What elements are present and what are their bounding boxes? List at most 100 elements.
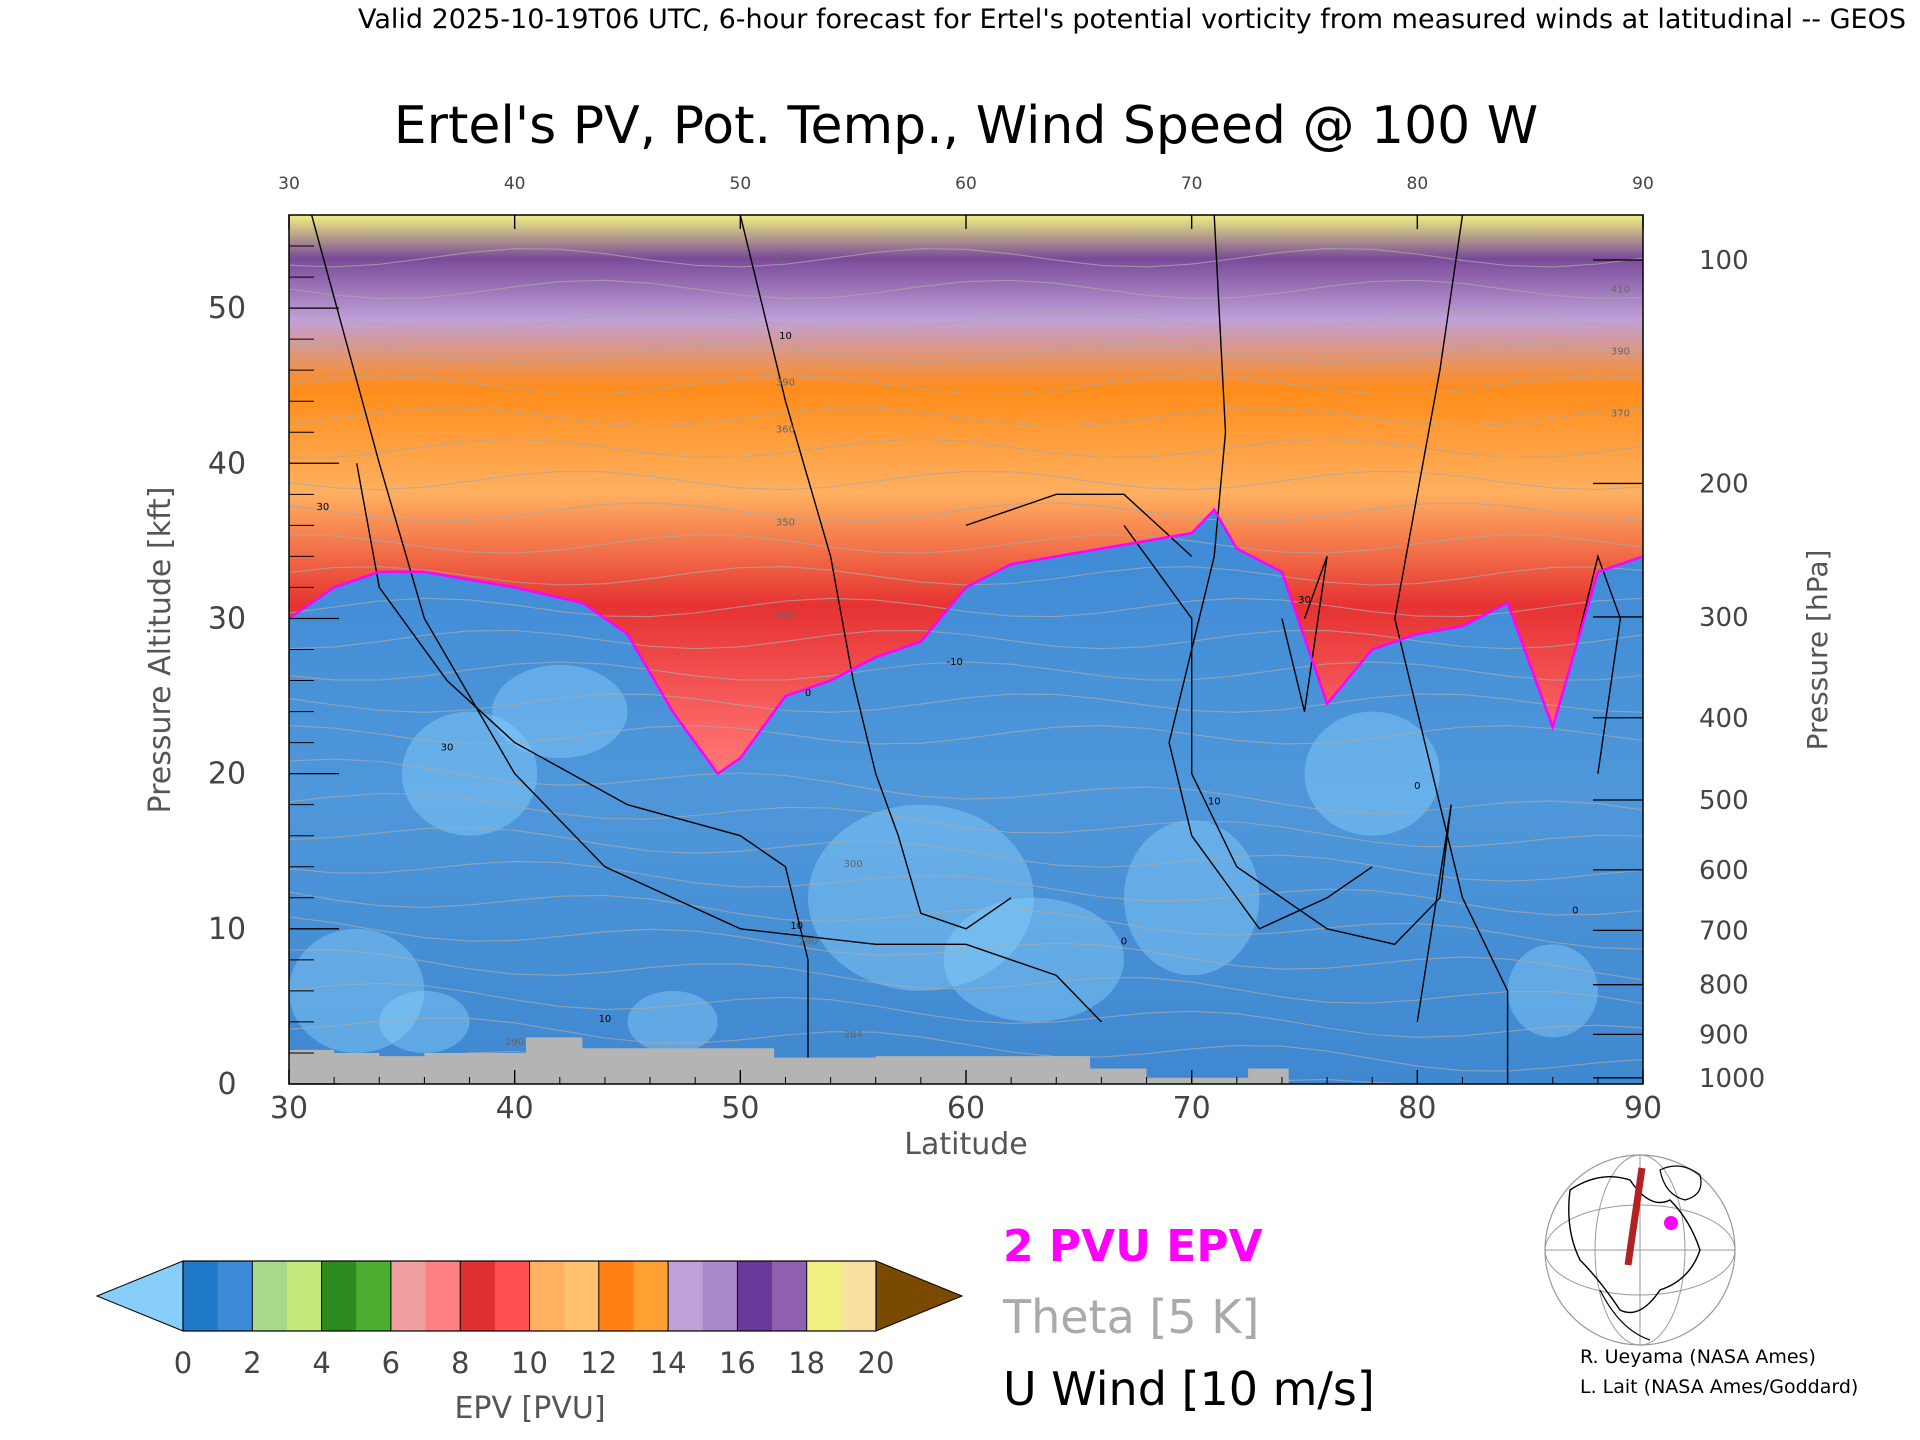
pressure-tick-label: 200 [1699,469,1749,499]
colorbar-segment [217,1261,253,1331]
location-map-inset [1544,1154,1736,1346]
colorbar-tick-label: 2 [243,1346,261,1380]
u-wind-contour-label: -10 [947,657,963,668]
y-tick-label: 10 [208,912,246,947]
colorbar-segment [633,1261,669,1331]
colorbar-high-arrow [875,1260,964,1332]
theta-contour-label: 284 [844,1029,863,1040]
theta-contour-label: 370 [1611,409,1630,420]
u-wind-contour-label: 0 [1414,781,1420,792]
u-wind-contour [1281,556,1328,712]
colorbar-segment [321,1261,357,1331]
u-wind-contour-label: 30 [1298,595,1311,606]
x-tick-label-top: 90 [1632,174,1654,194]
x-tick-label-top: 80 [1407,174,1429,194]
colorbar-tick-label: 0 [174,1346,192,1380]
theta-contour [289,758,1643,814]
chart-title: Ertel's PV, Pot. Temp., Wind Speed @ 100… [394,96,1538,156]
axes: 3030404050506060707080809090010203040501… [208,174,1765,1126]
u-wind-contour [1574,553,1622,774]
y-tick-label: 30 [208,601,246,636]
x-tick-label: 60 [947,1091,985,1126]
low-pv-patch [627,990,718,1053]
low-pv-patch [808,804,1034,991]
u-wind-contour-label: 10 [1208,797,1221,808]
low-pv-patch [492,665,628,759]
pressure-tick-label: 900 [1699,1020,1749,1050]
pressure-tick-label: 300 [1699,603,1749,633]
legend-item-2pvu: 2 PVU EPV [1003,1221,1263,1272]
u-wind-contour-label: 30 [441,742,454,753]
u-wind-contour-label: 0 [1572,905,1578,916]
colorbar-segment [841,1261,877,1331]
colorbar-segment [806,1261,842,1331]
theta-contour [289,792,1643,848]
x-tick-label: 80 [1398,1091,1436,1126]
colorbar-segment [668,1261,704,1331]
low-pv-patch [943,897,1124,1022]
pressure-tick-label: 800 [1699,971,1749,1001]
y-tick-label: 20 [208,757,246,792]
x-axis-label: Latitude [904,1127,1027,1162]
colorbar-tick-label: 18 [788,1346,825,1380]
theta-contour [289,311,1643,332]
theta-contour [289,502,1643,522]
troposphere-field [289,509,1643,1084]
low-pv-patch [1507,944,1598,1038]
legend: 2 PVU EPV Theta [5 K] U Wind [10 m/s] [1002,1221,1375,1416]
legend-item-theta: Theta [5 K] [1002,1290,1259,1344]
colorbar-segment [286,1261,323,1331]
colorbar-segment [702,1261,738,1331]
x-tick-label: 50 [721,1091,759,1126]
u-wind-contour [965,493,1193,557]
colorbar-tick-label: 20 [858,1346,895,1380]
theta-contour-label: 410 [1611,285,1630,296]
colorbar-segment [772,1261,808,1331]
low-pv-patches [289,665,1598,1053]
pressure-tick-label: 1000 [1699,1064,1765,1094]
x-tick-label-top: 70 [1181,174,1203,194]
x-tick-label-top: 50 [730,174,752,194]
u-wind-contour-label: 10 [790,921,803,932]
u-wind-contour [1394,215,1509,1084]
low-pv-patch [1123,820,1260,976]
contour-labels: 4203903603503303002902902844103903703030… [316,254,1629,1049]
colorbar-segment [252,1261,288,1331]
u-wind-contour [1168,215,1373,930]
theta-contour [289,343,1643,363]
u-wind-contour [356,463,809,1084]
low-pv-patch [289,928,425,1053]
theta-contour-label: 360 [776,424,795,435]
colorbar-segment [390,1261,427,1331]
theta-contour [289,279,1643,300]
pressure-tick-label: 600 [1699,856,1749,886]
pressure-tick-label: 500 [1699,786,1749,816]
theta-contour [289,661,1643,681]
colorbar-tick-label: 8 [451,1346,469,1380]
colorbar-segment [529,1261,565,1331]
colorbar-segment [356,1261,392,1331]
x-tick-label-top: 60 [955,174,977,194]
colorbar-tick-label: 12 [580,1346,617,1380]
theta-contour-label: 300 [844,859,863,870]
colorbar-tick-label: 4 [312,1346,330,1380]
colorbar-low-arrow [95,1260,184,1332]
colorbar-segment [425,1261,461,1331]
y-axis-label-right: Pressure [hPa] [1801,550,1834,751]
theta-contour [289,407,1643,427]
theta-contour-label: 330 [776,610,795,621]
valid-time-line: Valid 2025-10-19T06 UTC, 6-hour forecast… [358,4,1906,35]
x-tick-label-top: 40 [504,174,526,194]
u-wind-contour [739,215,1012,930]
theta-contour [289,1017,1643,1072]
theta-contour [289,597,1643,618]
u-wind-contour [310,215,1102,1023]
theta-contour [289,534,1643,554]
theta-contour [289,438,1643,459]
colorbar-segment [737,1261,773,1331]
colorbar-label: EPV [PVU] [454,1391,605,1426]
colorbar-tick-label: 16 [719,1346,756,1380]
theta-contour-label: 290 [798,936,817,947]
colorbar-segment [598,1261,634,1331]
